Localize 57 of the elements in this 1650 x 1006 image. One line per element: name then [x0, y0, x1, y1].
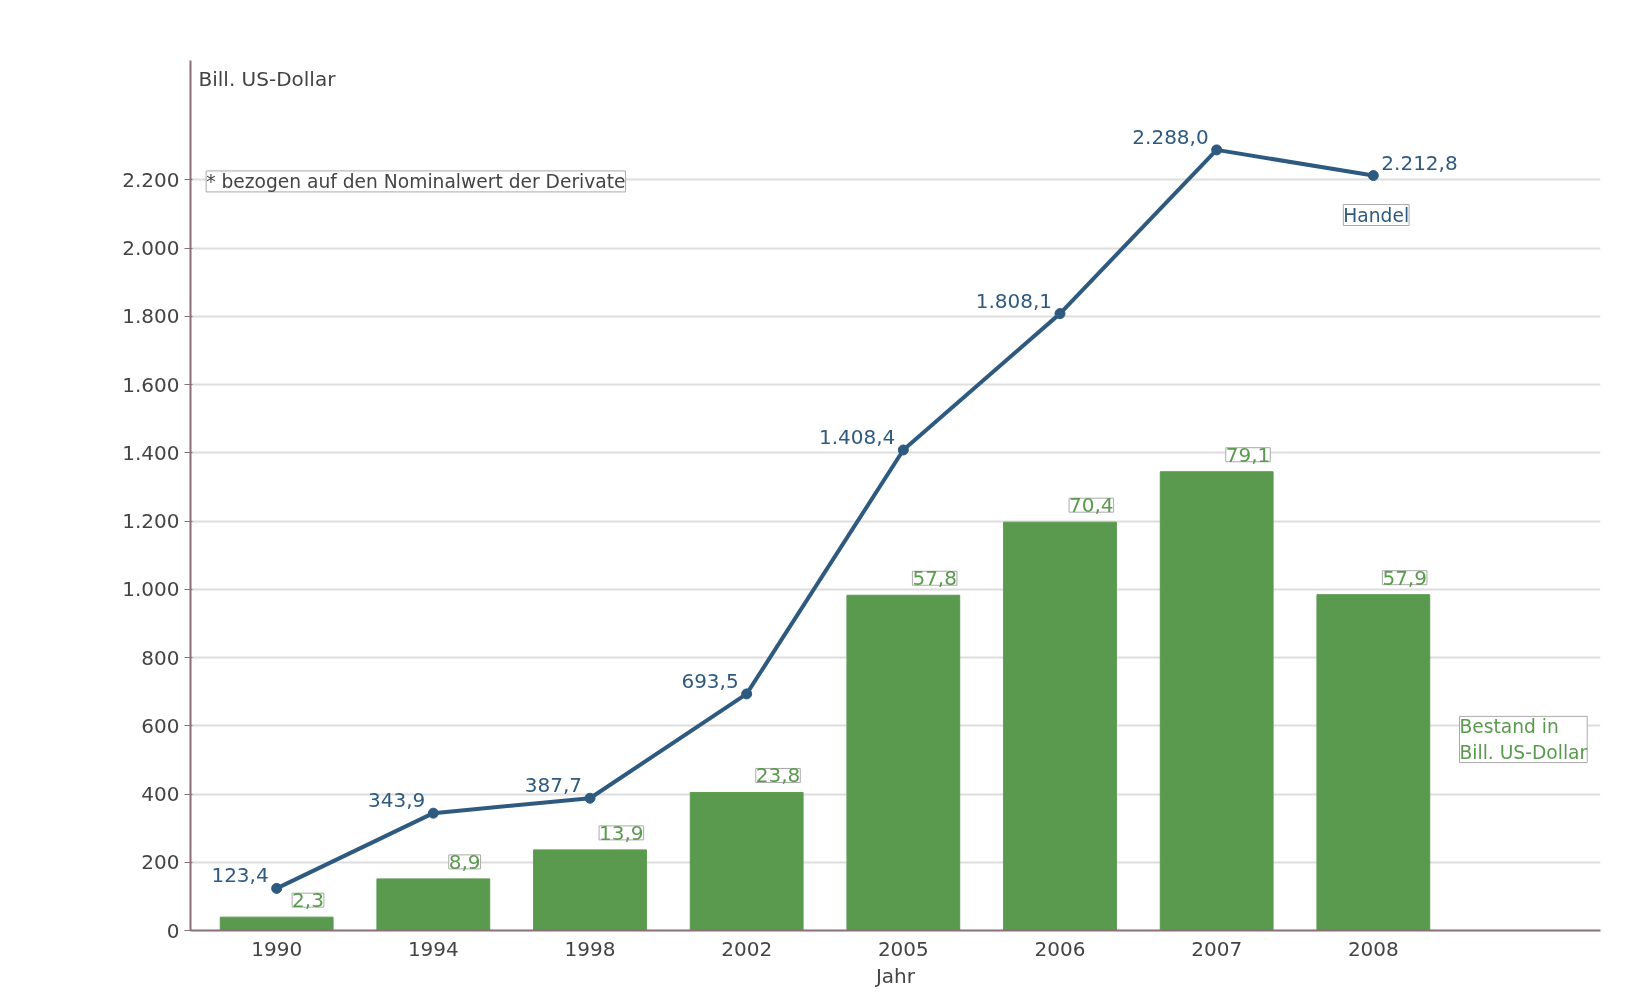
y-tick-label: 1.400 [122, 440, 180, 465]
bar [1159, 471, 1274, 931]
bar [1003, 521, 1117, 931]
data-label: 2,3 [292, 888, 324, 913]
bar [1316, 594, 1431, 931]
y-tick-label: 2.000 [122, 236, 180, 261]
data-label: 693,5 [681, 668, 739, 693]
bar [533, 849, 647, 931]
bar [376, 878, 491, 931]
data-label: 8,9 [448, 849, 481, 874]
y-tick-label: 200 [141, 850, 180, 875]
data-label: 1.408,4 [819, 424, 896, 449]
y-tick-label: 1.800 [122, 304, 180, 329]
data-label: 343,9 [368, 788, 426, 813]
y-tick-label: 1.000 [122, 577, 180, 602]
data-label: 1.808,1 [975, 288, 1053, 313]
bar [846, 594, 961, 931]
y-tick-label: 1.600 [122, 372, 180, 397]
data-label: 57,8 [912, 566, 957, 591]
data-label: 123,4 [211, 863, 269, 888]
bar [689, 791, 804, 931]
y-tick-label: 400 [141, 782, 180, 807]
data-label: 23,8 [755, 763, 801, 788]
x-tick-label: 1990 [251, 936, 303, 961]
y-tick-label: 600 [141, 713, 180, 738]
point [1367, 170, 1379, 182]
x-tick-label: 2005 [877, 936, 929, 961]
x-tick-label: 1994 [407, 936, 459, 961]
data-label: 70,4 [1069, 493, 1114, 518]
point [741, 688, 753, 700]
y-tick-label: 1.200 [122, 509, 180, 534]
data-label: 57,9 [1382, 565, 1427, 590]
x-axis-title: Jahr [873, 963, 916, 988]
data-label: 2.212,8 [1381, 150, 1458, 175]
x-tick-label: 1998 [564, 936, 616, 961]
data-label: 2.288,0 [1132, 124, 1209, 149]
point [897, 444, 909, 456]
data-label: 387,7 [524, 773, 583, 798]
series-label: Handel [1343, 204, 1410, 226]
point [584, 792, 596, 804]
bar [219, 916, 334, 931]
y-tick-label: 2.200 [122, 167, 180, 192]
series-label: Bestand in Bill. US-Dollar [1459, 716, 1588, 763]
y-tick-label: 0 [166, 918, 180, 943]
x-tick-label: 2008 [1347, 936, 1399, 961]
y-axis-title: Bill. US-Dollar [198, 67, 337, 92]
x-tick-label: 2002 [721, 936, 773, 961]
data-label: 13,9 [599, 820, 644, 845]
point [271, 882, 283, 894]
x-tick-label: 2007 [1191, 936, 1243, 961]
data-label: 79,1 [1225, 442, 1271, 467]
y-tick-label: 800 [141, 645, 180, 670]
point [1211, 144, 1223, 156]
annotation: * bezogen auf den Nominalwert der Derivate [206, 170, 626, 192]
x-tick-label: 2006 [1034, 936, 1086, 961]
point [427, 807, 439, 819]
point [1054, 308, 1066, 320]
